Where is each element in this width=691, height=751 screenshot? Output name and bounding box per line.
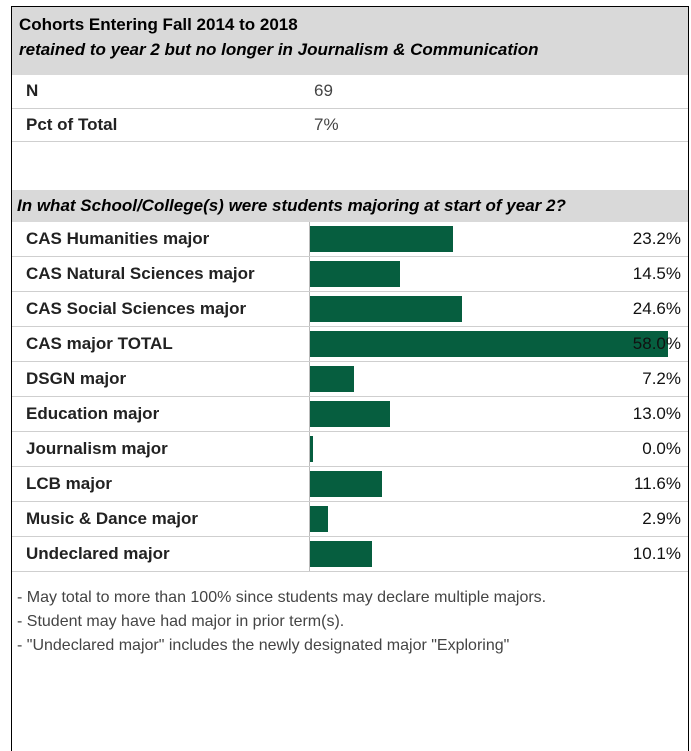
value-label: 13.0%: [632, 403, 681, 423]
footnote: - May total to more than 100% since stud…: [17, 588, 547, 606]
bar-track: [309, 256, 668, 291]
bar: [310, 470, 382, 497]
bar-track: [309, 361, 668, 396]
footnotes: - May total to more than 100% since stud…: [12, 572, 688, 658]
bar-track: [309, 291, 668, 326]
category-label: CAS major TOTAL: [26, 333, 173, 353]
title-band: Cohorts Entering Fall 2014 to 2018 retai…: [12, 7, 688, 75]
bar: [310, 295, 462, 322]
category-label: CAS Humanities major: [26, 228, 210, 248]
footnote: - "Undeclared major" includes the newly …: [17, 636, 510, 654]
category-label: LCB major: [26, 473, 112, 493]
stat-value: 7%: [314, 114, 339, 134]
bar: [310, 400, 390, 427]
bar: [310, 540, 372, 567]
bar: [310, 435, 313, 462]
stat-label: N: [26, 81, 39, 101]
chart-row: CAS Natural Sciences major 14.5%: [12, 256, 688, 292]
bar-track: [309, 396, 668, 431]
bar: [310, 330, 668, 357]
bar: [310, 225, 453, 252]
bar-track: [309, 536, 668, 571]
category-label: CAS Natural Sciences major: [26, 263, 255, 283]
chart-question: In what School/College(s) were students …: [12, 189, 688, 222]
category-label: Education major: [26, 403, 160, 423]
bar-chart: CAS Humanities major 23.2% CAS Natural Sci…: [12, 221, 688, 572]
chart-row: CAS major TOTAL 58.0%: [12, 326, 688, 362]
value-label: 7.2%: [642, 368, 681, 388]
report-subtitle: retained to year 2 but no longer in Jour…: [19, 40, 539, 59]
bar-track: [309, 501, 668, 536]
bar-track: [309, 326, 668, 361]
stat-row-n: N 69: [12, 75, 688, 108]
value-label: 23.2%: [632, 228, 681, 248]
value-label: 10.1%: [632, 543, 681, 563]
stats-table: N 69 Pct of Total 7%: [12, 75, 688, 142]
bar-track: [309, 466, 668, 501]
spacer: [12, 142, 688, 190]
chart-row: CAS Social Sciences major 24.6%: [12, 291, 688, 327]
value-label: 2.9%: [642, 508, 681, 528]
value-label: 24.6%: [632, 298, 681, 318]
bar-track: [309, 221, 668, 256]
category-label: Journalism major: [26, 438, 168, 458]
chart-row: Journalism major 0.0%: [12, 431, 688, 467]
chart-row: DSGN major 7.2%: [12, 361, 688, 397]
category-label: Music & Dance major: [26, 508, 198, 528]
bar: [310, 505, 328, 532]
stat-label: Pct of Total: [26, 114, 118, 134]
bar-track: [309, 431, 668, 466]
bar: [310, 365, 354, 392]
chart-row: Education major 13.0%: [12, 396, 688, 432]
category-label: Undeclared major: [26, 543, 170, 563]
value-label: 11.6%: [634, 473, 681, 493]
stat-value: 69: [314, 81, 333, 101]
report-frame: Cohorts Entering Fall 2014 to 2018 retai…: [11, 6, 689, 751]
bar: [310, 260, 400, 287]
chart-row: Music & Dance major 2.9%: [12, 501, 688, 537]
value-label: 58.0%: [632, 333, 681, 353]
value-label: 14.5%: [632, 263, 681, 283]
footnote: - Student may have had major in prior te…: [17, 612, 345, 630]
category-label: CAS Social Sciences major: [26, 298, 247, 318]
chart-row: Undeclared major 10.1%: [12, 536, 688, 572]
report-title: Cohorts Entering Fall 2014 to 2018: [19, 15, 298, 34]
value-label: 0.0%: [642, 438, 681, 458]
chart-row: CAS Humanities major 23.2%: [12, 221, 688, 257]
stat-row-pct: Pct of Total 7%: [12, 108, 688, 141]
chart-row: LCB major 11.6%: [12, 466, 688, 502]
category-label: DSGN major: [26, 368, 127, 388]
